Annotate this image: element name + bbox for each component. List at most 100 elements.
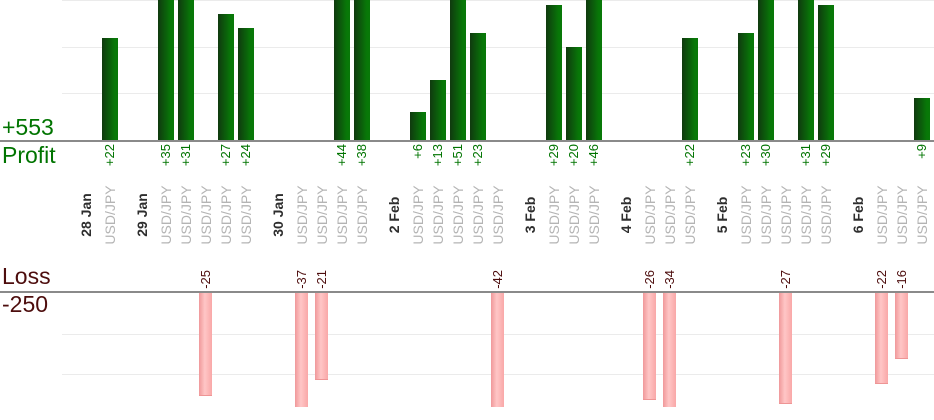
symbol-label: USD/JPY bbox=[354, 185, 370, 245]
profit-bar bbox=[178, 0, 194, 140]
loss-value-label: -16 bbox=[894, 270, 909, 289]
profit-value-label: +22 bbox=[682, 144, 697, 167]
loss-value-label: -21 bbox=[314, 270, 329, 289]
date-label: 6 Feb bbox=[850, 196, 866, 234]
symbol-label: USD/JPY bbox=[490, 185, 506, 245]
profit-bar bbox=[586, 0, 602, 140]
symbol-label: USD/JPY bbox=[738, 185, 754, 245]
symbol-label: USD/JPY bbox=[642, 185, 658, 245]
profit-bar bbox=[218, 14, 234, 140]
loss-bar bbox=[895, 293, 908, 360]
profit-bar bbox=[738, 33, 754, 140]
loss-value-label: -26 bbox=[642, 270, 657, 289]
loss-value-label: -25 bbox=[198, 270, 213, 289]
loss-baseline bbox=[0, 291, 934, 293]
symbol-label: USD/JPY bbox=[294, 185, 310, 245]
symbol-label: USD/JPY bbox=[682, 185, 698, 245]
profit-value-label: +27 bbox=[218, 144, 233, 167]
symbol-label: USD/JPY bbox=[178, 185, 194, 245]
profit-value-label: +51 bbox=[450, 144, 465, 167]
profit-bar bbox=[566, 46, 582, 140]
profit-value-label: +38 bbox=[354, 144, 369, 167]
loss-bar bbox=[199, 293, 212, 396]
profit-bar bbox=[158, 0, 174, 140]
symbol-label: USD/JPY bbox=[566, 185, 582, 245]
symbol-label: USD/JPY bbox=[410, 185, 426, 245]
profit-bar bbox=[758, 0, 774, 140]
symbol-label: USD/JPY bbox=[314, 185, 330, 245]
symbol-label: USD/JPY bbox=[894, 185, 910, 245]
loss-bar bbox=[315, 293, 328, 380]
date-label: 28 Jan bbox=[78, 193, 94, 237]
loss-axis-label: Loss bbox=[2, 263, 51, 289]
profit-gridline bbox=[62, 93, 934, 95]
profit-value-label: +46 bbox=[586, 144, 601, 167]
symbol-label: USD/JPY bbox=[158, 185, 174, 245]
profit-bar bbox=[354, 0, 370, 140]
symbol-label: USD/JPY bbox=[102, 185, 118, 245]
loss-bar bbox=[663, 293, 676, 407]
loss-bar bbox=[779, 293, 792, 404]
symbol-label: USD/JPY bbox=[238, 185, 254, 245]
profit-baseline bbox=[0, 140, 934, 142]
symbol-label: USD/JPY bbox=[586, 185, 602, 245]
profit-value-label: +24 bbox=[238, 144, 253, 167]
loss-value-label: -27 bbox=[778, 270, 793, 289]
symbol-label: USD/JPY bbox=[758, 185, 774, 245]
loss-bar bbox=[643, 293, 656, 400]
symbol-label: USD/JPY bbox=[430, 185, 446, 245]
profit-axis-label: Profit bbox=[2, 142, 56, 168]
profit-bar bbox=[430, 79, 446, 140]
date-label: 4 Feb bbox=[618, 196, 634, 234]
profit-value-label: +29 bbox=[818, 144, 833, 167]
profit-bar bbox=[818, 5, 834, 140]
symbol-label: USD/JPY bbox=[798, 185, 814, 245]
profit-value-label: +30 bbox=[758, 144, 773, 167]
symbol-label: USD/JPY bbox=[818, 185, 834, 245]
loss-value-label: -22 bbox=[874, 270, 889, 289]
profit-value-label: +31 bbox=[178, 144, 193, 167]
symbol-label: USD/JPY bbox=[778, 185, 794, 245]
date-label: 30 Jan bbox=[270, 193, 286, 237]
profit-value-label: +23 bbox=[470, 144, 485, 167]
profit-value-label: +20 bbox=[566, 144, 581, 167]
profit-bar bbox=[238, 28, 254, 140]
symbol-label: USD/JPY bbox=[450, 185, 466, 245]
profit-bar bbox=[102, 37, 118, 140]
loss-bar bbox=[875, 293, 888, 384]
symbol-label: USD/JPY bbox=[914, 185, 930, 245]
profit-bar bbox=[470, 33, 486, 140]
loss-bar bbox=[491, 293, 504, 407]
profit-bar bbox=[546, 5, 562, 140]
profit-value-label: +44 bbox=[334, 144, 349, 167]
loss-value-label: -34 bbox=[662, 270, 677, 289]
profit-value-label: +35 bbox=[158, 144, 173, 167]
profit-value-label: +22 bbox=[102, 144, 117, 167]
profit-bar bbox=[914, 98, 930, 140]
date-label: 29 Jan bbox=[134, 193, 150, 237]
symbol-label: USD/JPY bbox=[470, 185, 486, 245]
date-label: 3 Feb bbox=[522, 196, 538, 234]
profit-value-label: +23 bbox=[738, 144, 753, 167]
date-label: 5 Feb bbox=[714, 196, 730, 234]
loss-plot-area bbox=[0, 293, 934, 407]
symbol-label: USD/JPY bbox=[662, 185, 678, 245]
profit-value-label: +31 bbox=[798, 144, 813, 167]
symbol-label: USD/JPY bbox=[874, 185, 890, 245]
date-label: 2 Feb bbox=[386, 196, 402, 234]
profit-bar bbox=[410, 112, 426, 140]
loss-value-label: -42 bbox=[490, 270, 505, 289]
symbol-label: USD/JPY bbox=[334, 185, 350, 245]
profit-bar bbox=[682, 37, 698, 140]
loss-total-label: -250 bbox=[2, 291, 49, 317]
profit-value-label: +13 bbox=[430, 144, 445, 167]
symbol-label: USD/JPY bbox=[546, 185, 562, 245]
profit-gridline bbox=[62, 46, 934, 48]
symbol-label: USD/JPY bbox=[198, 185, 214, 245]
profit-gridline bbox=[62, 0, 934, 2]
loss-bar bbox=[295, 293, 308, 407]
profit-plot-area bbox=[0, 0, 934, 140]
profit-total-label: +553 bbox=[2, 114, 54, 140]
profit-value-label: +9 bbox=[914, 144, 929, 159]
